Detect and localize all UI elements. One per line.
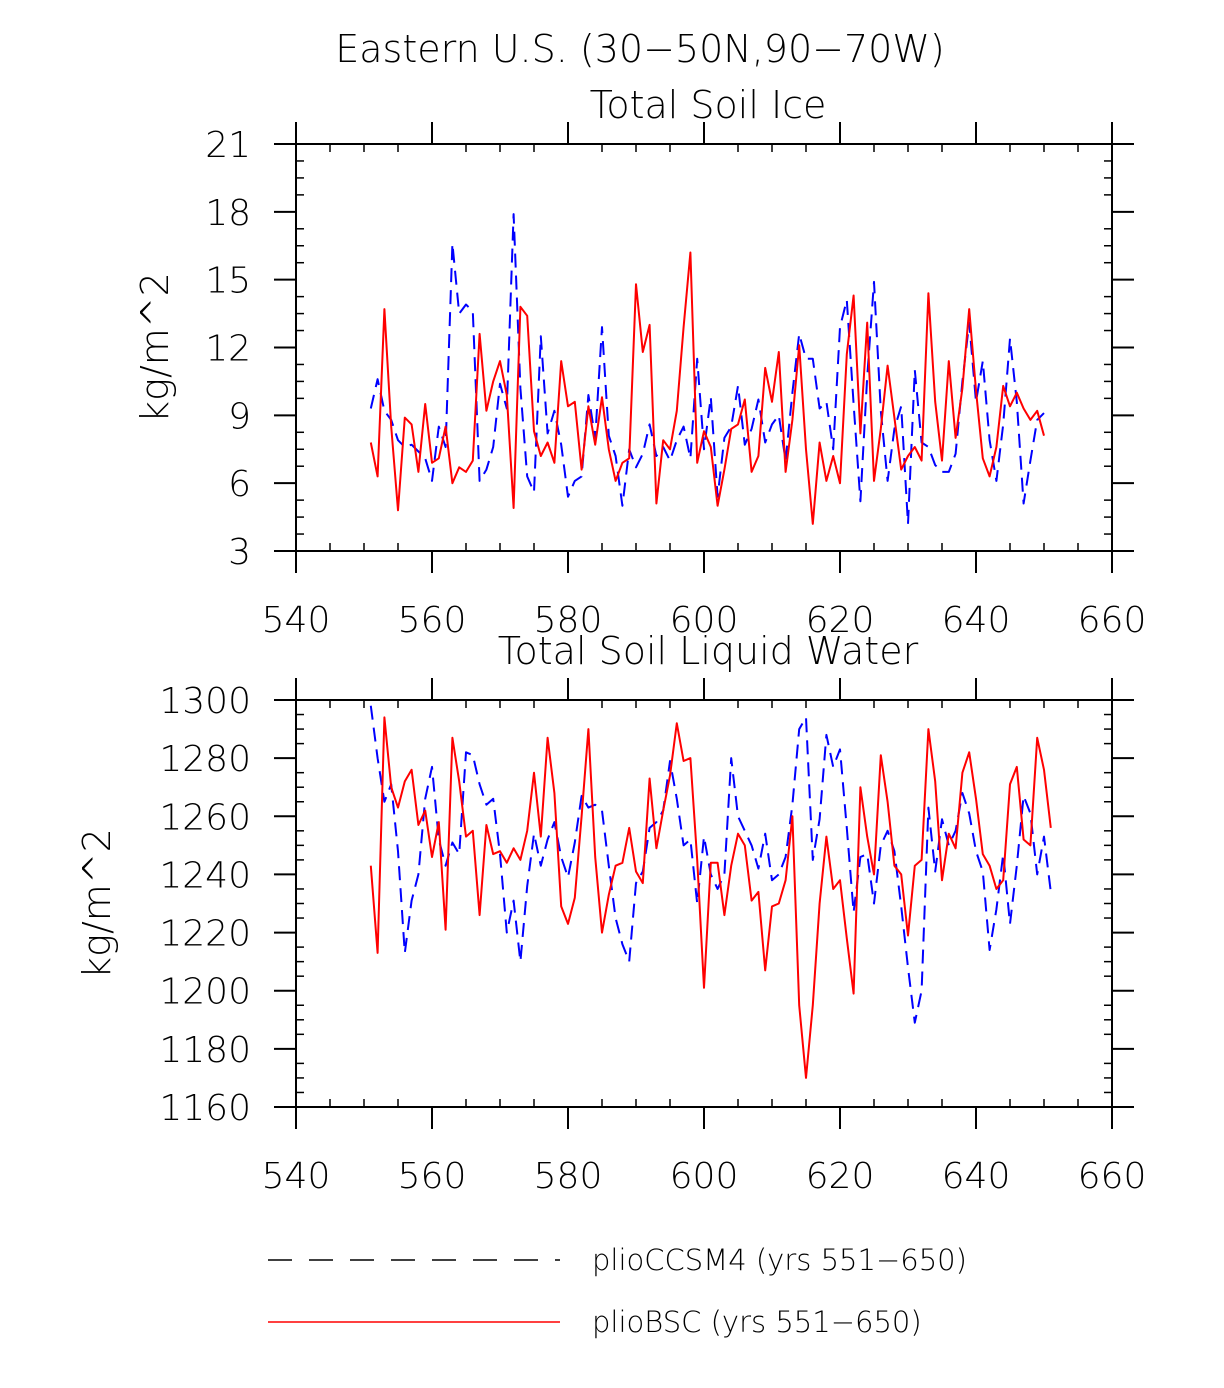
series-line-pliobsc xyxy=(369,251,1045,525)
y-tick-label: 1180 xyxy=(159,1030,251,1071)
y-tick-label: 1160 xyxy=(159,1088,251,1129)
x-tick-label: 640 xyxy=(942,600,1011,641)
x-tick-label: 620 xyxy=(806,1156,875,1197)
figure-title: Eastern U.S. (30−50N,90−70W) xyxy=(335,27,944,71)
y-tick-label: 1220 xyxy=(159,914,251,955)
panel-total-soil-liquid-water: 540 560 580 600 620 640 660 1160 1180 1200 1220 124… xyxy=(75,629,1146,1197)
y-tick-label: 1260 xyxy=(159,797,251,838)
y-tick-label: 1240 xyxy=(159,855,251,896)
y-tick-label: 1300 xyxy=(159,681,251,722)
y-tick-label: 3 xyxy=(228,532,251,573)
x-tick-label: 580 xyxy=(534,600,603,641)
y-axis-label: kg/m^2 xyxy=(133,272,177,423)
x-tick-label: 560 xyxy=(398,1156,467,1197)
y-tick-label: 9 xyxy=(228,396,251,437)
y-tick-label: 15 xyxy=(205,261,251,302)
y-tick-label: 21 xyxy=(205,125,251,166)
series-line-pliobsc xyxy=(369,716,1052,1079)
legend-label-plioccsm4: plioCCSM4 (yrs 551−650) xyxy=(592,1243,967,1277)
x-tick-label: 660 xyxy=(1078,600,1147,641)
panel-total-soil-ice: 540 560 580 600 620 640 660 3 6 9 12 15 18 21 Total So… xyxy=(133,83,1146,641)
panel-title: Total Soil Ice xyxy=(590,83,827,127)
x-tick-label: 560 xyxy=(398,600,467,641)
x-tick-label: 640 xyxy=(942,1156,1011,1197)
legend-label-pliobsc: plioBSC (yrs 551−650) xyxy=(592,1305,922,1339)
y-tick-label: 12 xyxy=(205,329,251,370)
y-tick-label: 1200 xyxy=(159,972,251,1013)
y-tick-label: 1280 xyxy=(159,739,251,780)
x-tick-label: 540 xyxy=(262,1156,331,1197)
x-tick-label: 580 xyxy=(534,1156,603,1197)
y-tick-label: 6 xyxy=(228,464,251,505)
x-tick-label: 660 xyxy=(1078,1156,1147,1197)
x-tick-label: 600 xyxy=(670,600,739,641)
panel-title: Total Soil Liquid Water xyxy=(498,629,919,673)
x-tick-label: 540 xyxy=(262,600,331,641)
x-tick-label: 620 xyxy=(806,600,875,641)
x-tick-label: 600 xyxy=(670,1156,739,1197)
series-line-plioccsm4 xyxy=(369,213,1045,525)
y-axis-label: kg/m^2 xyxy=(75,828,119,979)
legend: plioCCSM4 (yrs 551−650) plioBSC (yrs 551… xyxy=(268,1243,967,1339)
y-tick-label: 18 xyxy=(205,193,251,234)
